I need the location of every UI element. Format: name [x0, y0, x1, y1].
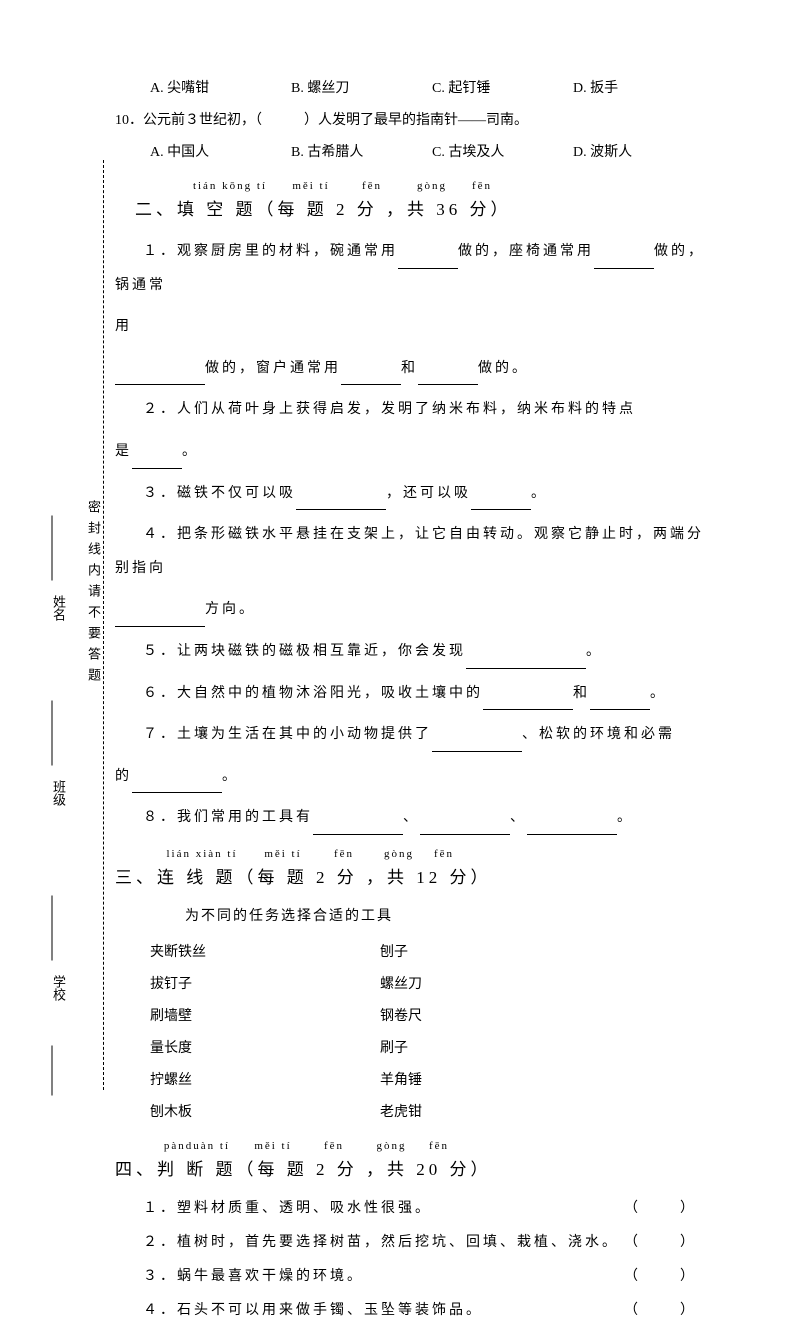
option-c: C. 起钉锤	[432, 75, 573, 103]
blank[interactable]	[466, 651, 586, 669]
side-labels: 姓名 班级 学校	[45, 0, 65, 1123]
fill-q5: ５．让两块磁铁的磁极相互靠近，你会发现。	[115, 635, 714, 669]
match-row: 夹断铁丝刨子	[150, 939, 714, 967]
q10: 10．公元前３世纪初，（ ）人发明了最早的指南针——司南。	[115, 107, 714, 135]
blank[interactable]	[471, 492, 531, 510]
side-line	[52, 1046, 53, 1096]
seal-dashed-line	[103, 160, 104, 1090]
fill-q7: ７．土壤为生活在其中的小动物提供了、松软的环境和必需	[115, 718, 714, 752]
blank[interactable]	[594, 251, 654, 269]
side-line	[52, 701, 53, 766]
q10-num: 10．	[115, 113, 143, 128]
fill-q4-cont: 方向。	[115, 593, 714, 627]
judge-q2: ２． 植树时，首先要选择树苗，然后挖坑、回填、栽植、浇水。 （ ）	[115, 1229, 714, 1257]
fill-q6: ６．大自然中的植物沐浴阳光，吸收土壤中的和。	[115, 677, 714, 711]
match-row: 量长度刷子	[150, 1035, 714, 1063]
blank[interactable]	[590, 692, 650, 710]
section4-title: 四、判 断 题（每 题 2 分 ，共 20 分）	[115, 1153, 714, 1187]
blank[interactable]	[115, 609, 205, 627]
judge-q1: １． 塑料材质重、透明、吸水性很强。 （ ）	[115, 1195, 714, 1223]
blank[interactable]	[398, 251, 458, 269]
fill-q8: ８．我们常用的工具有、、。	[115, 801, 714, 835]
option-d: D. 波斯人	[573, 139, 714, 167]
fill-q7-cont: 的。	[115, 760, 714, 794]
section2-title: 二、填 空 题（每 题 2 分 ，共 36 分）	[135, 193, 714, 227]
judge-q4: ４． 石头不可以用来做手镯、玉坠等装饰品。 （ ）	[115, 1297, 714, 1325]
school-label: 学校	[45, 975, 71, 1001]
option-a: A. 尖嘴钳	[150, 75, 291, 103]
blank[interactable]	[132, 326, 182, 344]
name-label: 姓名	[45, 595, 71, 621]
blank[interactable]	[418, 367, 478, 385]
fill-q2: ２．人们从荷叶身上获得启发，发明了纳米布料，纳米布料的特点	[115, 393, 714, 427]
blank[interactable]	[132, 775, 222, 793]
blank[interactable]	[527, 817, 617, 835]
match-row: 拧螺丝羊角锤	[150, 1067, 714, 1095]
option-b: B. 古希腊人	[291, 139, 432, 167]
blank[interactable]	[432, 734, 522, 752]
blank[interactable]	[132, 451, 182, 469]
main-content: A. 尖嘴钳 B. 螺丝刀 C. 起钉锤 D. 扳手 10．公元前３世纪初，（ …	[115, 75, 714, 1331]
section3-title: 三、连 线 题（每 题 2 分 ，共 12 分）	[115, 861, 714, 895]
fill-q2-cont: 是。	[115, 435, 714, 469]
blank[interactable]	[420, 817, 510, 835]
match-row: 刷墙壁钢卷尺	[150, 1003, 714, 1031]
option-d: D. 扳手	[573, 75, 714, 103]
section3-instruction: 为不同的任务选择合适的工具	[185, 903, 714, 931]
fill-q1-cont: 用	[115, 310, 714, 344]
fill-q4: ４．把条形磁铁水平悬挂在支架上，让它自由转动。观察它静止时，两端分别指向	[115, 518, 714, 585]
blank[interactable]	[483, 692, 573, 710]
fill-q3: ３．磁铁不仅可以吸，还可以吸。	[115, 477, 714, 511]
blank[interactable]	[341, 367, 401, 385]
q10-text: 公元前３世纪初，（ ）人发明了最早的指南针——司南。	[143, 113, 528, 128]
blank[interactable]	[313, 817, 403, 835]
blank[interactable]	[296, 492, 386, 510]
fill-q1-cont2: 做的，窗户通常用和做的。	[115, 352, 714, 386]
option-b: B. 螺丝刀	[291, 75, 432, 103]
judge-q3: ３． 蜗牛最喜欢干燥的环境。 （ ）	[115, 1263, 714, 1291]
option-c: C. 古埃及人	[432, 139, 573, 167]
match-table: 夹断铁丝刨子 拔钉子螺丝刀 刷墙壁钢卷尺 量长度刷子 拧螺丝羊角锤 刨木板老虎钳	[150, 939, 714, 1127]
class-label: 班级	[45, 780, 71, 806]
side-line	[52, 516, 53, 581]
match-row: 拔钉子螺丝刀	[150, 971, 714, 999]
option-a: A. 中国人	[150, 139, 291, 167]
q9-options: A. 尖嘴钳 B. 螺丝刀 C. 起钉锤 D. 扳手	[150, 75, 714, 103]
side-line	[52, 896, 53, 961]
fill-q1: １．观察厨房里的材料，碗通常用做的，座椅通常用做的，锅通常	[115, 235, 714, 302]
q10-options: A. 中国人 B. 古希腊人 C. 古埃及人 D. 波斯人	[150, 139, 714, 167]
blank[interactable]	[115, 367, 205, 385]
